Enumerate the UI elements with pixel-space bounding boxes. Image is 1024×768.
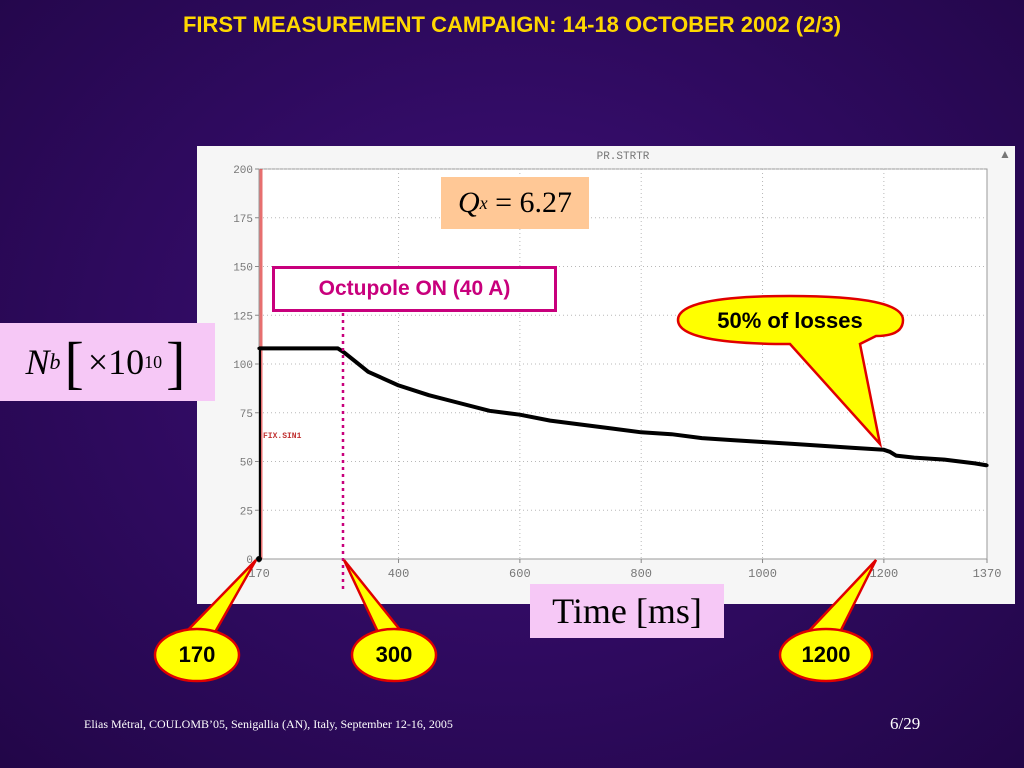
slide-title: FIRST MEASUREMENT CAMPAIGN: 14-18 OCTOBE… <box>182 12 842 37</box>
y-tick-label: 175 <box>233 214 253 226</box>
marker-1200-callout <box>778 627 874 683</box>
data-point <box>973 461 977 466</box>
data-point <box>942 457 947 462</box>
data-point <box>882 448 886 452</box>
losses-text: 50% of losses <box>717 308 863 333</box>
right-bracket: ] <box>166 329 186 395</box>
y-tick-label: 25 <box>240 506 253 518</box>
data-point <box>851 446 856 450</box>
y-tick-label: 200 <box>233 165 253 177</box>
scroll-up-icon: ▲ <box>999 147 1011 161</box>
origin-point <box>256 556 262 562</box>
marker-170-callout <box>153 627 241 683</box>
marker-300-text: 300 <box>375 642 413 667</box>
octupole-label: Octupole ON (40 A) <box>272 266 557 312</box>
marker-1200-pointer <box>805 559 878 638</box>
x-tick-label: 1370 <box>973 567 1002 581</box>
plot-frame: PR.STRTR 0 25 50 75 100 125 150 175 200 170 400 600 8… <box>197 146 1015 604</box>
tune-subscript: x <box>479 192 488 213</box>
losses-callout <box>676 294 905 449</box>
y-tick-label: 150 <box>233 263 253 275</box>
line-chart: PR.STRTR 0 25 50 75 100 125 150 175 200 170 400 600 8… <box>233 147 1011 581</box>
y-tick-label: 75 <box>240 409 253 421</box>
x-axis-label: Time [ms] <box>530 584 724 638</box>
data-point <box>791 442 795 446</box>
data-point <box>354 360 358 364</box>
data-point <box>275 346 279 350</box>
data-point <box>342 350 346 354</box>
left-bracket: [ <box>64 329 84 395</box>
data-point <box>669 432 674 436</box>
tune-value: = 6.27 <box>495 186 573 219</box>
x-tick-label: 1000 <box>748 567 777 581</box>
data-point <box>457 401 461 405</box>
y-tick-label: 50 <box>240 458 253 470</box>
data-point <box>888 450 892 454</box>
y-tick-label: 100 <box>233 360 253 372</box>
marker-300-callout <box>350 627 438 683</box>
data-point <box>700 436 704 440</box>
page-number: 6/29 <box>890 714 921 733</box>
ylabel-times: ×10 <box>87 342 145 382</box>
y-tick-label: 0 <box>246 555 253 567</box>
marker-170-text: 170 <box>178 642 216 667</box>
data-point <box>639 430 643 434</box>
x-tick-label: 400 <box>388 567 410 581</box>
inset-label: FIX.SIN1 <box>263 432 302 441</box>
data-point <box>609 426 613 430</box>
data-point <box>760 440 765 444</box>
marker-1200-text: 1200 <box>801 642 851 667</box>
data-point <box>487 409 492 413</box>
data-point <box>894 454 898 458</box>
x-tick-label: 800 <box>630 567 652 581</box>
marker-170-pointer <box>183 559 258 636</box>
data-point <box>548 418 552 423</box>
data-point <box>578 422 583 427</box>
data-point <box>912 456 916 460</box>
ylabel-subscript: b <box>49 349 61 374</box>
data-point <box>518 413 522 417</box>
data-point <box>821 444 825 448</box>
footer-text: Elias Métral, COULOMB’05, Senigallia (AN… <box>84 717 453 731</box>
tune-symbol: Q <box>457 186 480 219</box>
data-point <box>305 346 310 350</box>
y-tick-label: 125 <box>233 311 253 323</box>
ylabel-symbol: N <box>25 342 50 382</box>
data-point <box>366 370 370 374</box>
data-point <box>396 383 401 388</box>
marker-300-pointer <box>342 559 408 638</box>
data-point <box>730 438 734 442</box>
data-point <box>427 393 431 397</box>
x-tick-label: 170 <box>248 567 270 581</box>
data-point <box>985 463 989 467</box>
ylabel-exponent: 10 <box>144 351 163 372</box>
x-tick-label: 1200 <box>869 567 898 581</box>
chart-title: PR.STRTR <box>597 151 650 163</box>
x-tick-label: 600 <box>509 567 531 581</box>
data-point <box>336 346 340 350</box>
